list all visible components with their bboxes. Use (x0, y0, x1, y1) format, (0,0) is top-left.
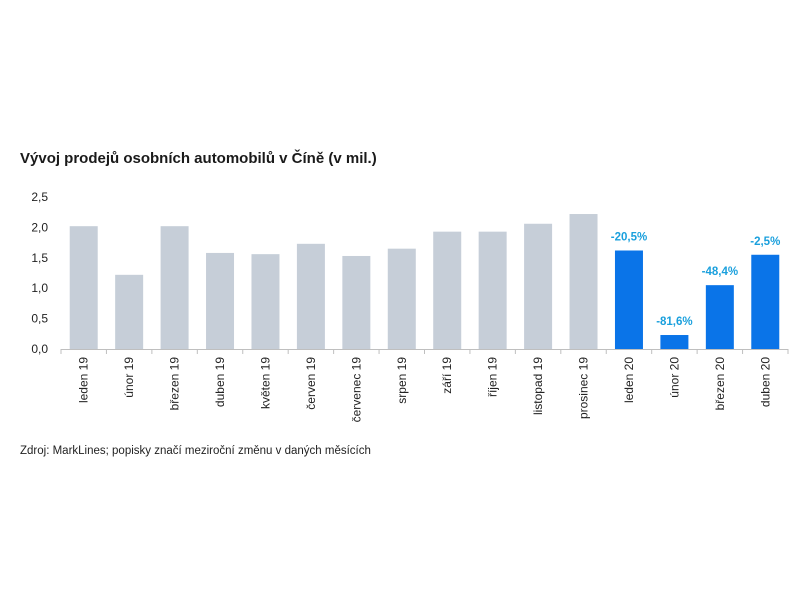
x-tick-label: prosinec 19 (577, 357, 591, 419)
data-labels: -20,5% -81,6% -48,4% -2,5% (611, 232, 781, 329)
y-tick-label: 1,0 (31, 281, 48, 295)
bar (69, 226, 98, 349)
y-tick-label: 2,0 (31, 220, 48, 234)
x-tick-label: červenec 19 (349, 357, 363, 423)
bar (433, 231, 462, 349)
source-note: Zdroj: MarkLines; popisky značí meziročn… (20, 445, 371, 457)
y-tick-label: 1,5 (31, 251, 48, 265)
x-tick-label: srpen 19 (395, 357, 409, 404)
bar (296, 243, 325, 349)
bar (478, 231, 507, 349)
data-label: -48,4% (702, 266, 738, 278)
x-tick-label: říjen 19 (486, 357, 500, 397)
x-tick-label: únor 20 (667, 357, 681, 398)
x-tick-label: listopad 19 (531, 357, 545, 415)
x-tick-label: březen 20 (713, 357, 727, 411)
bar (660, 335, 689, 349)
x-tick-label: září 19 (440, 357, 454, 394)
bar (751, 254, 780, 349)
bars (69, 214, 780, 349)
x-tick-label: květen 19 (258, 357, 272, 409)
bar (524, 223, 553, 349)
bar (387, 248, 416, 349)
bar (569, 214, 598, 349)
y-axis: 0,0 0,5 1,0 1,5 2,0 2,5 (31, 190, 48, 356)
bar (160, 226, 189, 349)
x-tick-label: březen 19 (168, 357, 182, 411)
bar (115, 274, 144, 349)
data-label: -81,6% (656, 316, 692, 328)
bar (342, 255, 371, 349)
bar (251, 254, 280, 349)
x-tick-label: leden 20 (622, 357, 636, 403)
x-tick-label: duben 19 (213, 357, 227, 407)
y-tick-label: 0,0 (31, 342, 48, 356)
bar (705, 285, 734, 349)
x-axis: leden 19 únor 19 březen 19 duben 19 květen 1… (60, 349, 789, 423)
chart-title: Vývoj prodejů osobních automobilů v Číně… (20, 150, 377, 167)
x-tick-label: leden 19 (77, 357, 91, 403)
data-label: -2,5% (750, 236, 780, 248)
x-tick-label: únor 19 (122, 357, 136, 398)
y-tick-label: 2,5 (31, 190, 48, 204)
bar (206, 252, 235, 349)
x-tick-label: duben 20 (758, 357, 772, 407)
bar (614, 250, 643, 349)
data-label: -20,5% (611, 232, 647, 244)
x-tick-label: červen 19 (304, 357, 318, 410)
y-tick-label: 0,5 (31, 312, 48, 326)
